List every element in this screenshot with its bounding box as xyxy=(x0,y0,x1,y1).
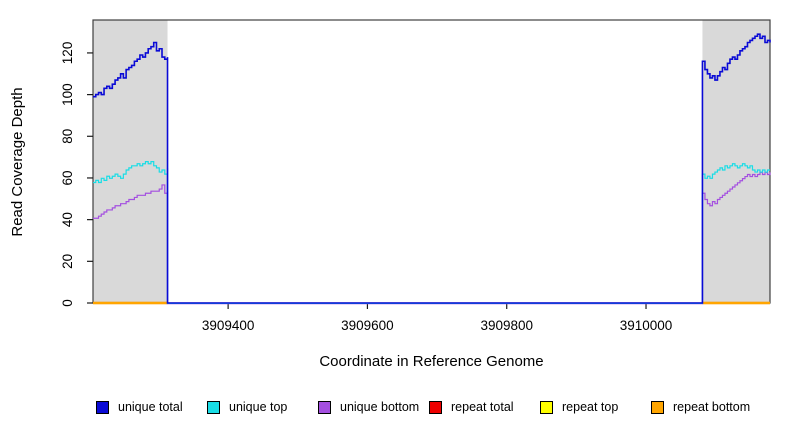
legend-label-unique-total: unique total xyxy=(118,400,183,414)
series-line-unique-top xyxy=(93,161,770,304)
y-tick-label: 60 xyxy=(60,170,75,185)
y-tick-label: 0 xyxy=(60,299,75,307)
legend-item-unique-top: unique top xyxy=(207,399,287,415)
legend-label-repeat-total: repeat total xyxy=(451,400,514,414)
legend-item-repeat-total: repeat total xyxy=(429,399,514,415)
legend-swatch-unique-bottom xyxy=(318,400,331,414)
x-tick-label: 3909400 xyxy=(202,318,255,333)
y-tick-label: 100 xyxy=(60,83,75,106)
legend-label-repeat-top: repeat top xyxy=(562,400,619,414)
shaded-region-right xyxy=(702,20,770,303)
legend-item-unique-total: unique total xyxy=(96,399,183,415)
legend-swatch-unique-top xyxy=(207,400,220,414)
y-tick-label: 20 xyxy=(60,254,75,269)
x-tick-label: 3909800 xyxy=(480,318,533,333)
x-axis-title: Coordinate in Reference Genome xyxy=(319,353,544,370)
legend-label-unique-top: unique top xyxy=(229,400,288,414)
x-tick-label: 3910000 xyxy=(620,318,673,333)
y-axis-title: Read Coverage Depth xyxy=(9,87,26,237)
y-tick-label: 120 xyxy=(60,42,75,65)
shaded-region-left xyxy=(93,20,168,303)
legend: unique total unique top unique bottom repea… xyxy=(0,399,792,421)
legend-swatch-repeat-top xyxy=(540,400,553,414)
legend-item-repeat-bottom: repeat bottom xyxy=(651,399,750,415)
series-line-unique-total xyxy=(93,33,771,304)
legend-swatch-repeat-total xyxy=(429,400,442,414)
series-line-unique-bottom xyxy=(93,171,771,305)
legend-item-repeat-top: repeat top xyxy=(540,399,618,415)
plot-border xyxy=(92,19,771,304)
legend-item-unique-bottom: unique bottom xyxy=(318,399,419,415)
legend-swatch-unique-total xyxy=(96,400,109,414)
legend-label-unique-bottom: unique bottom xyxy=(340,400,420,414)
x-tick-label: 3909600 xyxy=(341,318,394,333)
y-tick-label: 40 xyxy=(60,212,75,227)
y-tick-label: 80 xyxy=(60,129,75,144)
legend-label-repeat-bottom: repeat bottom xyxy=(673,400,751,414)
legend-swatch-repeat-bottom xyxy=(651,400,664,414)
